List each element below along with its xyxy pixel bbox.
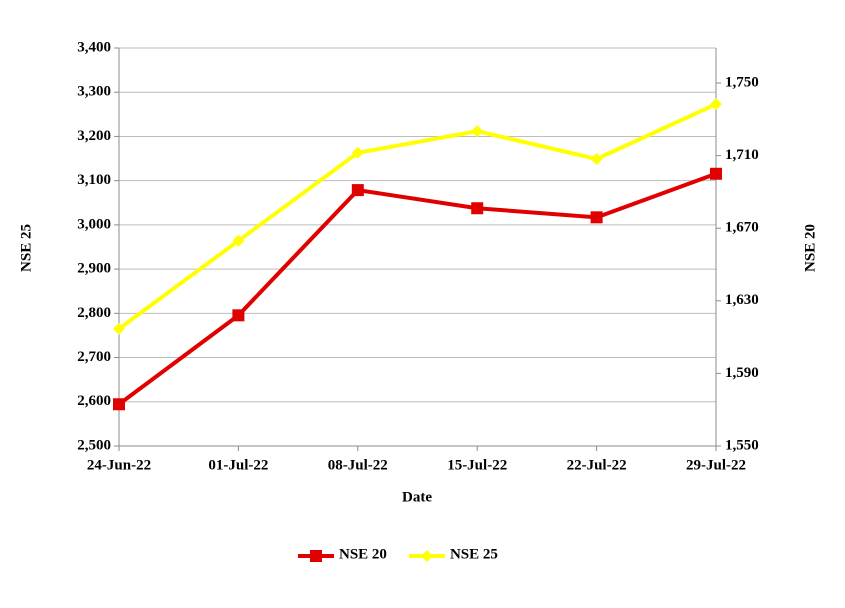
marker [351,184,364,197]
y-tick-label: 3,400 [77,39,111,55]
x-tick-label: 15-Jul-22 [447,457,507,473]
marker [710,98,722,111]
marker [113,398,125,411]
y-tick-label: 3,200 [77,128,111,144]
y-tick-label: 2,600 [77,393,111,409]
y2-tick-label: 1,590 [725,365,759,381]
y-tick-label: 2,700 [77,349,111,365]
series-line [117,171,717,406]
marker [590,152,603,165]
x-tick-label: 08-Jul-22 [328,457,388,473]
y-tick-label: 2,900 [77,261,111,277]
marker [590,211,603,224]
x-tick-label: 29-Jul-22 [686,457,746,473]
y-tick-label: 3,300 [77,84,111,100]
y-axis-title: NSE 25 [18,224,34,272]
y-tick-label: 3,000 [77,216,111,232]
x-axis-title: Date [402,489,432,505]
marker [710,167,722,180]
x-tick-label: 01-Jul-22 [208,457,268,473]
y2-tick-label: 1,710 [725,147,759,163]
legend-label: NSE 20 [339,546,387,562]
legend-label: NSE 25 [450,546,498,562]
marker [420,550,433,562]
y-tick-label: 2,800 [77,305,111,321]
marker [113,322,125,335]
marker [310,550,322,562]
marker [471,202,484,215]
y2-tick-label: 1,750 [725,74,759,90]
x-tick-label: 22-Jul-22 [567,457,627,473]
marker [232,234,245,247]
y-tick-label: 3,100 [77,172,111,188]
y2-tick-label: 1,630 [725,292,759,308]
x-tick-label: 24-Jun-22 [87,457,151,473]
y2-tick-label: 1,670 [725,220,759,236]
y2-tick-label: 1,550 [725,437,759,453]
series-line [117,102,717,331]
y2-axis-title: NSE 20 [802,224,818,272]
y-tick-label: 2,500 [77,437,111,453]
marker [232,309,245,322]
marker [351,146,364,159]
marker [471,125,484,138]
